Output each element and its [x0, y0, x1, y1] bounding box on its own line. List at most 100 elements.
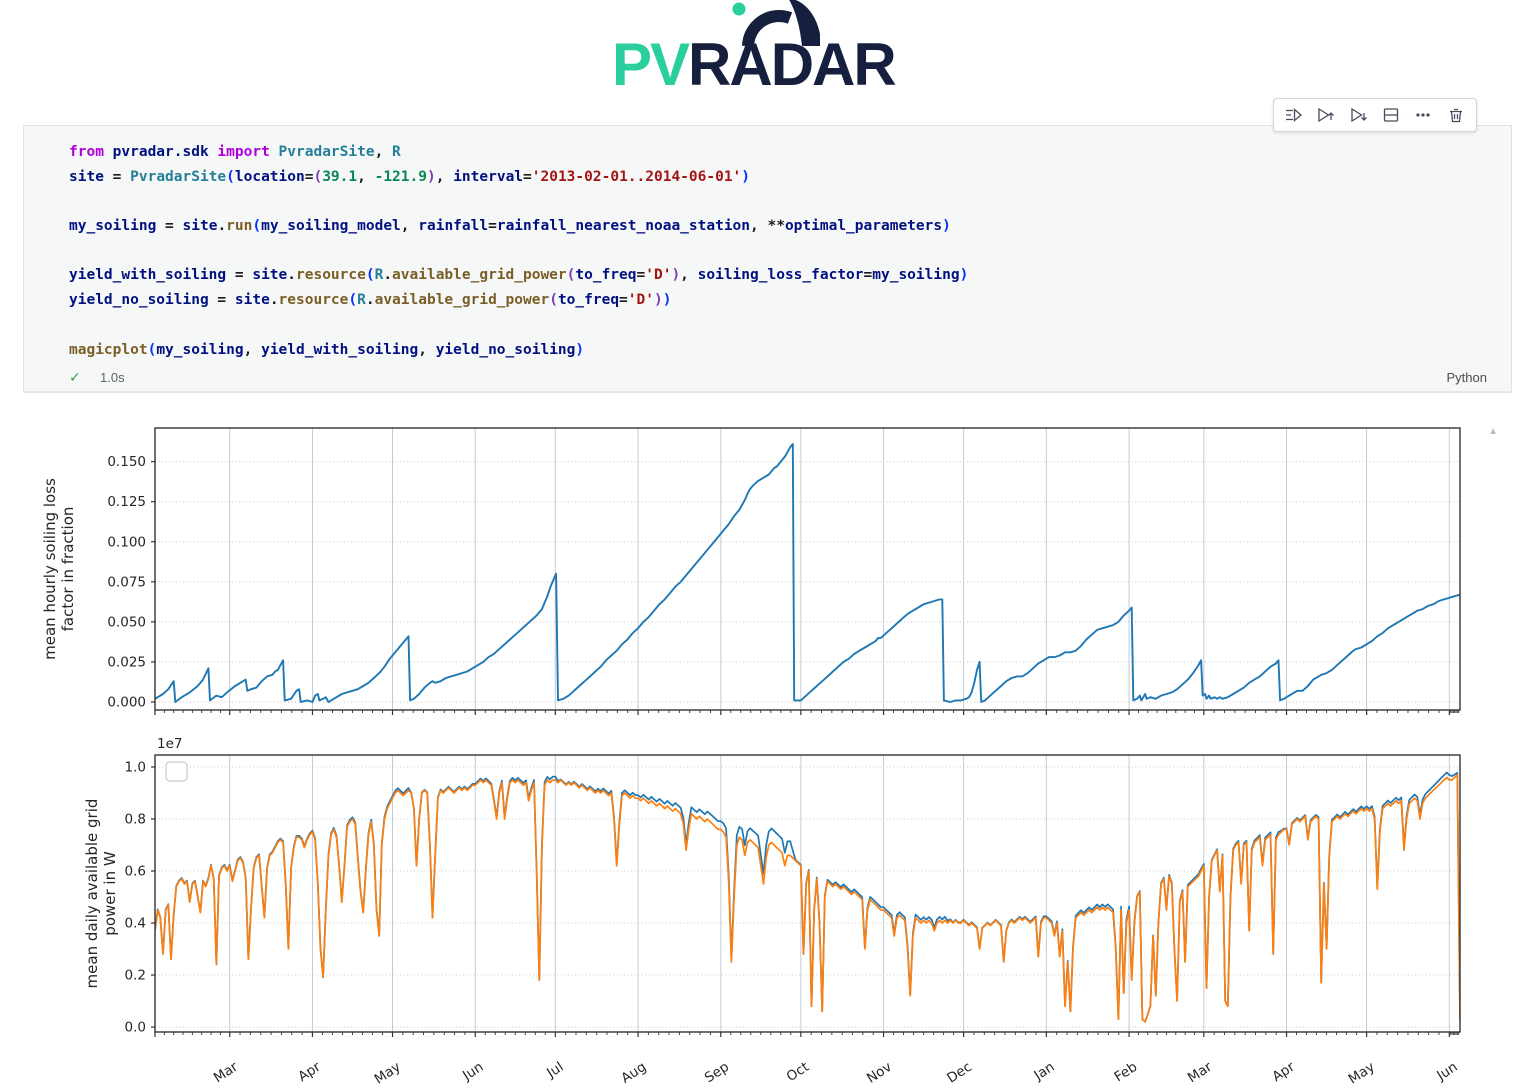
code-line: site = PvradarSite(location=(39.1, -121.…	[69, 165, 1491, 190]
code-token: PvradarSite	[130, 168, 227, 185]
execute-cells-icon[interactable]	[1281, 102, 1307, 128]
y-tick-label: 0.025	[107, 654, 146, 670]
code-token: my_soiling	[69, 218, 157, 235]
code-token: to_freq	[557, 292, 620, 309]
code-token: =	[304, 168, 314, 185]
y-tick-label: 0.100	[107, 534, 146, 550]
code-token: )	[942, 218, 951, 235]
code-line: magicplot(my_soiling, yield_with_soiling…	[69, 338, 1491, 363]
x-tick-label: Oct	[784, 1059, 812, 1085]
scroll-up-icon[interactable]: ▲	[1488, 426, 1498, 437]
y-tick-label: 1.0	[125, 759, 146, 775]
x-tick-label: Aug	[618, 1059, 649, 1087]
code-token: =	[488, 218, 497, 235]
execute-below-icon[interactable]	[1346, 102, 1372, 128]
code-token: (	[348, 292, 358, 309]
code-token: available_grid_power	[392, 267, 567, 284]
x-tick-label: Jul	[543, 1059, 566, 1082]
execution-time: 1.0s	[100, 370, 125, 385]
code-token: .	[217, 218, 227, 235]
code-token: =	[636, 267, 646, 284]
code-token: )	[575, 341, 585, 358]
code-token: )	[959, 267, 969, 284]
code-token: import	[217, 144, 270, 160]
code-token: from	[69, 144, 104, 160]
code-token: 'D'	[645, 267, 672, 284]
code-token: (	[226, 168, 235, 185]
code-token: site	[252, 267, 288, 284]
code-token: .	[365, 292, 375, 309]
cell-status-bar: ✓ 1.0s Python	[24, 365, 1511, 391]
code-token: )	[426, 168, 436, 185]
code-token: my_soiling	[156, 341, 244, 358]
delete-cell-icon[interactable]	[1443, 102, 1469, 128]
code-token: my_soiling_model	[261, 218, 401, 235]
series-yield_with_soiling	[155, 773, 1460, 1023]
code-token: R	[374, 267, 384, 284]
x-tick-label: Mar	[211, 1059, 241, 1087]
code-token: (	[566, 267, 576, 284]
code-token: (	[252, 218, 262, 235]
y-tick-label: 0.8	[125, 811, 146, 827]
code-token: =	[156, 218, 183, 235]
code-token: R	[357, 292, 366, 309]
y-axis-label: mean hourly soiling lossfactor in fracti…	[41, 478, 77, 660]
code-token: yield_with_soiling	[261, 341, 419, 358]
split-cell-icon[interactable]	[1378, 102, 1404, 128]
code-token: .	[287, 267, 296, 284]
code-token: ,	[374, 144, 393, 160]
code-token: optimal_parameters	[784, 218, 943, 235]
code-token: .	[269, 292, 279, 309]
y-tick-label: 0.125	[107, 494, 146, 510]
logo-radar: RADAR	[688, 31, 897, 98]
cell-output: 0.000 0.025 0.050 0.075 0.100 0.125 0.150 mean …	[0, 400, 1536, 1088]
code-token: **	[767, 218, 785, 235]
code-token: resource	[278, 292, 349, 309]
code-token: .	[383, 267, 393, 284]
code-token: location	[234, 168, 305, 185]
code-token: run	[226, 218, 253, 235]
code-token: '2013-02-01..2014-06-01'	[531, 168, 742, 185]
code-token: to_freq	[575, 267, 637, 284]
code-line: yield_with_soiling = site.resource(R.ava…	[69, 263, 1491, 288]
x-tick-label: Feb	[1111, 1059, 1140, 1085]
code-token: ,	[418, 341, 436, 358]
cell-language-picker[interactable]: Python	[1446, 370, 1487, 385]
code-token: my_soiling	[872, 267, 960, 284]
code-token: (	[313, 168, 323, 185]
code-token: )	[653, 292, 663, 309]
y-tick-label: 0.2	[125, 968, 146, 984]
code-token: yield_with_soiling	[69, 267, 227, 284]
power-chart: 0.0 0.2 0.4 0.6 0.8 1.0 Mar Apr May Jun Jul Aug Sep O…	[83, 736, 1461, 1088]
code-token: resource	[296, 267, 366, 284]
pvradar-logo: PVRADAR	[604, 0, 934, 100]
axis-offset-label: 1e7	[157, 736, 182, 752]
code-token: yield_no_soiling	[69, 292, 209, 309]
x-tick-label: Jan	[1031, 1059, 1058, 1084]
code-token: ,	[243, 341, 262, 358]
code-token: )	[741, 168, 751, 185]
code-token: soiling_loss_factor	[697, 267, 864, 284]
code-token: (	[147, 341, 157, 358]
x-tick-label: Jun	[1433, 1059, 1460, 1084]
y-tick-label: 0.075	[107, 574, 146, 590]
y-tick-label: 0.050	[107, 614, 146, 630]
y-tick-label: 0.4	[125, 916, 146, 932]
more-actions-icon[interactable]	[1410, 102, 1436, 128]
execute-above-icon[interactable]	[1313, 102, 1339, 128]
x-tick-label: Jun	[459, 1059, 486, 1084]
x-tick-label: Nov	[864, 1059, 895, 1087]
logo-wordmark: PVRADAR	[612, 30, 897, 99]
code-token: (	[365, 267, 375, 284]
code-token: 'D'	[627, 292, 654, 309]
code-token: site	[182, 218, 218, 235]
code-token: =	[103, 168, 131, 185]
code-token: pvradar.sdk	[103, 144, 218, 160]
code-token: rainfall	[418, 218, 489, 235]
code-token: available_grid_power	[374, 292, 550, 309]
x-tick-label: Dec	[944, 1059, 975, 1087]
code-token: ,	[680, 267, 698, 284]
